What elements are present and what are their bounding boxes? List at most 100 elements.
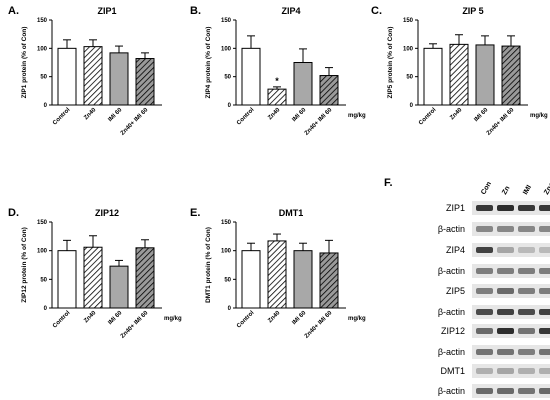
y-tick-label: 50 [406, 75, 413, 81]
panel-letter: D. [8, 207, 19, 219]
y-tick-label: 0 [228, 103, 232, 109]
bar-3 [293, 250, 313, 309]
x-tick-label: Zn40+ IMI 60 [486, 107, 516, 137]
blot-band [539, 349, 550, 355]
x-tick-label: Zn40+ IMI 60 [304, 107, 334, 137]
x-tick-label: Control [236, 310, 256, 330]
y-tick-label: 100 [37, 46, 48, 52]
blot-band [539, 205, 550, 211]
x-tick-label: IMI 60 [291, 310, 308, 327]
chart-panel-b: B. ZIP4 ZIP4 protein (% of Con) 0 50 100 150 Co… [190, 5, 366, 137]
y-tick-label: 150 [37, 220, 48, 226]
western-blot-panel: F. Con Zn IMI Zn+IMI ZIP1 β-actin ZIP4 β-actin ZI… [384, 173, 550, 398]
bar-2 [267, 88, 287, 106]
blot-band [476, 328, 493, 334]
y-tick-label: 50 [40, 277, 47, 283]
lane-label: Zn [501, 185, 511, 196]
bar-3 [109, 265, 129, 309]
blot-band [476, 388, 493, 394]
blot-band [518, 247, 535, 253]
panel-letter: B. [190, 5, 201, 17]
bar-4 [319, 252, 339, 309]
blot-band [518, 205, 535, 211]
chart-title: ZIP 5 [462, 6, 483, 16]
y-axis-label: ZIP5 protein (% of Con) [387, 27, 394, 99]
chart-title: DMT1 [279, 208, 304, 218]
blot-row-label: β-actin [438, 266, 465, 276]
blot-band [539, 368, 550, 374]
blot-row-label: β-actin [438, 386, 465, 396]
blot-band [539, 226, 550, 232]
blot-band [476, 309, 493, 315]
panel-letter: E. [190, 207, 200, 219]
bar-2 [267, 240, 287, 309]
x-tick-label: Zn40 [267, 310, 282, 325]
chart-panel-c: C. ZIP 5 ZIP5 protein (% of Con) 0 50 100 150 C… [371, 5, 548, 137]
x-tick-label: Zn40+ IMI 60 [304, 310, 334, 340]
blot-band [476, 226, 493, 232]
bar-4 [501, 45, 521, 106]
blot-band [476, 205, 493, 211]
blot-band [539, 388, 550, 394]
blot-band [497, 226, 514, 232]
y-tick-label: 50 [40, 75, 47, 81]
blot-band [476, 268, 493, 274]
blot-band [497, 247, 514, 253]
blot-band [518, 328, 535, 334]
blot-band [497, 268, 514, 274]
unit-label: mg/kg [348, 113, 366, 119]
blot-band [539, 309, 550, 315]
y-tick-label: 0 [228, 306, 232, 312]
y-tick-label: 100 [403, 46, 414, 52]
blot-band [497, 288, 514, 294]
x-tick-label: Control [52, 310, 72, 330]
x-tick-label: Control [236, 107, 256, 127]
y-tick-label: 150 [221, 18, 232, 24]
blot-band [476, 247, 493, 253]
lane-label: Zn+IMI [543, 173, 550, 196]
x-tick-label: IMI 60 [107, 107, 124, 124]
y-tick-label: 0 [44, 306, 48, 312]
y-tick-label: 150 [221, 220, 232, 226]
bar-1 [57, 250, 77, 309]
chart-title: ZIP12 [95, 208, 119, 218]
y-axis-label: DMT1 protein (% of Con) [205, 227, 212, 303]
chart-panel-a: A. ZIP1 ZIP1 protein (% of Con) 0 50 100 150 Co… [8, 5, 162, 137]
x-tick-label: Control [418, 107, 438, 127]
unit-label: mg/kg [348, 316, 366, 322]
blot-band [518, 288, 535, 294]
blot-row-label: ZIP4 [446, 245, 465, 255]
bar-4 [135, 247, 155, 309]
blot-band [497, 349, 514, 355]
bar-1 [241, 47, 261, 106]
y-tick-label: 50 [224, 277, 231, 283]
blot-row-label: β-actin [438, 224, 465, 234]
charts-layer: A. ZIP1 ZIP1 protein (% of Con) 0 50 100 150 Co… [8, 5, 548, 340]
blot-row-label: ZIP1 [446, 203, 465, 213]
bar-3 [293, 62, 313, 106]
x-tick-label: Control [52, 107, 72, 127]
blot-band [518, 226, 535, 232]
blot-row-label: β-actin [438, 307, 465, 317]
blot-band [539, 247, 550, 253]
x-tick-label: Zn40 [83, 310, 98, 325]
y-tick-label: 0 [44, 103, 48, 109]
blot-band [476, 368, 493, 374]
x-tick-label: Zn40+ IMI 60 [120, 107, 150, 137]
bar-2 [449, 43, 469, 106]
bar-1 [423, 47, 443, 106]
unit-label: mg/kg [530, 113, 548, 119]
y-tick-label: 100 [221, 249, 232, 255]
blot-row-label: β-actin [438, 347, 465, 357]
blot-band [497, 328, 514, 334]
y-axis-label: ZIP12 protein (% of Con) [21, 227, 28, 302]
chart-title: ZIP1 [97, 6, 116, 16]
blot-band [518, 349, 535, 355]
blot-band [518, 388, 535, 394]
blot-row-label: DMT1 [441, 366, 466, 376]
y-tick-label: 150 [403, 18, 414, 24]
x-tick-label: Zn40 [449, 107, 464, 122]
bar-3 [109, 52, 129, 106]
y-tick-label: 100 [221, 46, 232, 52]
